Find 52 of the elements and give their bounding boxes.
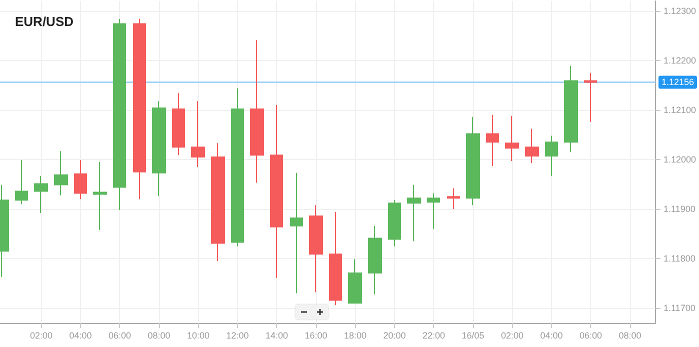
candlestick bbox=[309, 204, 323, 293]
candlestick bbox=[564, 65, 578, 153]
candlestick bbox=[505, 115, 519, 162]
candlestick bbox=[15, 160, 28, 205]
candlestick bbox=[172, 92, 185, 156]
y-tick-label: 1.12200 bbox=[663, 55, 696, 66]
x-tick-label: 08:00 bbox=[618, 330, 642, 340]
y-tick-label: 1.12000 bbox=[663, 154, 696, 165]
candlestick bbox=[329, 212, 342, 306]
candlestick bbox=[466, 116, 480, 206]
x-tick-label: 06:00 bbox=[108, 330, 131, 340]
y-tick-label: 1.11900 bbox=[663, 204, 696, 214]
candlestick bbox=[211, 142, 225, 262]
y-tick-label: 1.12300 bbox=[663, 6, 696, 16]
candlestick bbox=[54, 150, 68, 196]
x-tick-label: 02:00 bbox=[30, 330, 52, 340]
candlestick bbox=[133, 18, 146, 200]
candlestick bbox=[152, 100, 166, 197]
x-tick-label: 02:00 bbox=[500, 330, 524, 340]
candlestick bbox=[525, 128, 539, 164]
candlestick bbox=[74, 160, 87, 200]
candlestick bbox=[388, 200, 401, 247]
candlestick bbox=[545, 135, 558, 176]
y-tick-label: 1.11800 bbox=[663, 254, 696, 264]
y-tick-label: 1.11700 bbox=[663, 303, 696, 314]
candlestick bbox=[250, 40, 264, 184]
candlestick bbox=[368, 225, 382, 295]
candlestick bbox=[447, 188, 460, 210]
x-tick-label: 06:00 bbox=[579, 330, 602, 340]
candlestick bbox=[290, 172, 303, 294]
x-tick-label: 14:00 bbox=[265, 330, 288, 340]
candlestick bbox=[93, 162, 107, 230]
y-tick-label: 1.12100 bbox=[663, 104, 696, 115]
candlestick bbox=[191, 100, 205, 168]
x-tick-label: 08:00 bbox=[148, 330, 170, 340]
x-tick-label: 22:00 bbox=[422, 330, 445, 340]
candlestick bbox=[584, 72, 597, 122]
x-tick-label: 10:00 bbox=[186, 330, 210, 340]
candlestick bbox=[427, 192, 440, 230]
x-tick-label: 18:00 bbox=[344, 330, 366, 340]
x-tick-label: 04:00 bbox=[540, 330, 563, 340]
candlestick bbox=[34, 175, 48, 214]
candlestick bbox=[348, 258, 362, 304]
ref-line-label: 1.12156 bbox=[661, 77, 694, 88]
candlestick bbox=[486, 114, 499, 166]
x-tick-label: 16:00 bbox=[304, 330, 328, 340]
x-tick-label: 20:00 bbox=[383, 330, 406, 340]
x-tick-label: 12:00 bbox=[226, 330, 249, 340]
candlestick bbox=[407, 184, 421, 242]
x-tick-label: 04:00 bbox=[69, 330, 92, 340]
x-tick-label: 16/05 bbox=[462, 330, 484, 340]
text: EUR/USD bbox=[15, 14, 74, 29]
